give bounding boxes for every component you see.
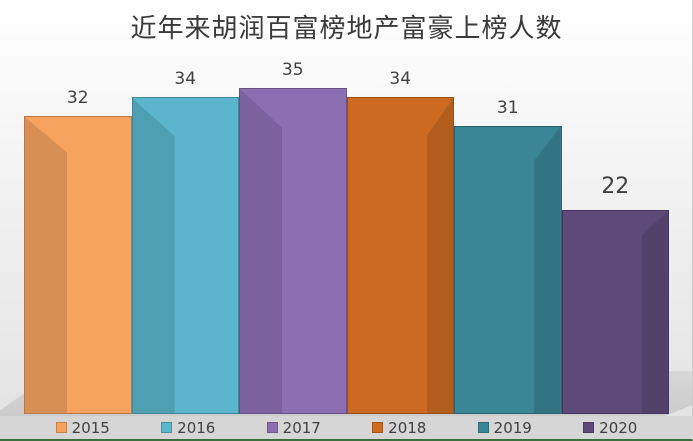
bar-2015[interactable]: [24, 116, 132, 414]
bar-2020[interactable]: [561, 210, 669, 414]
bar-2018[interactable]: [346, 97, 454, 414]
bar-2017[interactable]: [239, 88, 347, 414]
legend-swatch: [266, 422, 278, 433]
legend-label: 2018: [388, 418, 427, 437]
legend-item-2020[interactable]: 2020: [583, 419, 637, 437]
bar-2019[interactable]: [454, 125, 562, 414]
bar-side: [534, 126, 561, 413]
chart-title: 近年来胡润百富榜地产富豪上榜人数: [130, 14, 563, 44]
legend-label: 2015: [71, 418, 110, 437]
legend-item-2017[interactable]: 2017: [266, 418, 321, 437]
legend: 2015 2016 2017 2018 2019 2020: [0, 416, 693, 439]
data-label-2016: 34: [174, 69, 197, 90]
bar-side: [25, 117, 68, 413]
data-label-2017: 35: [281, 60, 304, 80]
bar-2016[interactable]: [131, 97, 239, 414]
legend-item-2016[interactable]: 2016: [161, 419, 215, 437]
legend-swatch: [583, 422, 595, 433]
legend-label: 2019: [493, 418, 532, 437]
legend-swatch: [55, 422, 67, 433]
data-label-2015: 32: [66, 88, 89, 109]
legend-label: 2017: [282, 418, 321, 437]
legend-swatch: [161, 422, 173, 433]
bar-side: [132, 98, 175, 413]
data-label-2019: 31: [496, 97, 519, 118]
legend-swatch: [477, 422, 489, 433]
legend-swatch: [372, 422, 384, 433]
bar-side: [641, 211, 668, 413]
legend-item-2015[interactable]: 2015: [55, 418, 110, 437]
legend-label: 2016: [177, 418, 216, 437]
data-label-2020: 22: [601, 174, 630, 199]
legend-item-2018[interactable]: 2018: [372, 419, 426, 437]
legend-label: 2020: [599, 418, 638, 437]
legend-item-2019[interactable]: 2019: [477, 418, 532, 437]
data-label-2018: 34: [389, 69, 412, 90]
bar-side: [426, 98, 453, 413]
bar-side: [240, 89, 283, 413]
